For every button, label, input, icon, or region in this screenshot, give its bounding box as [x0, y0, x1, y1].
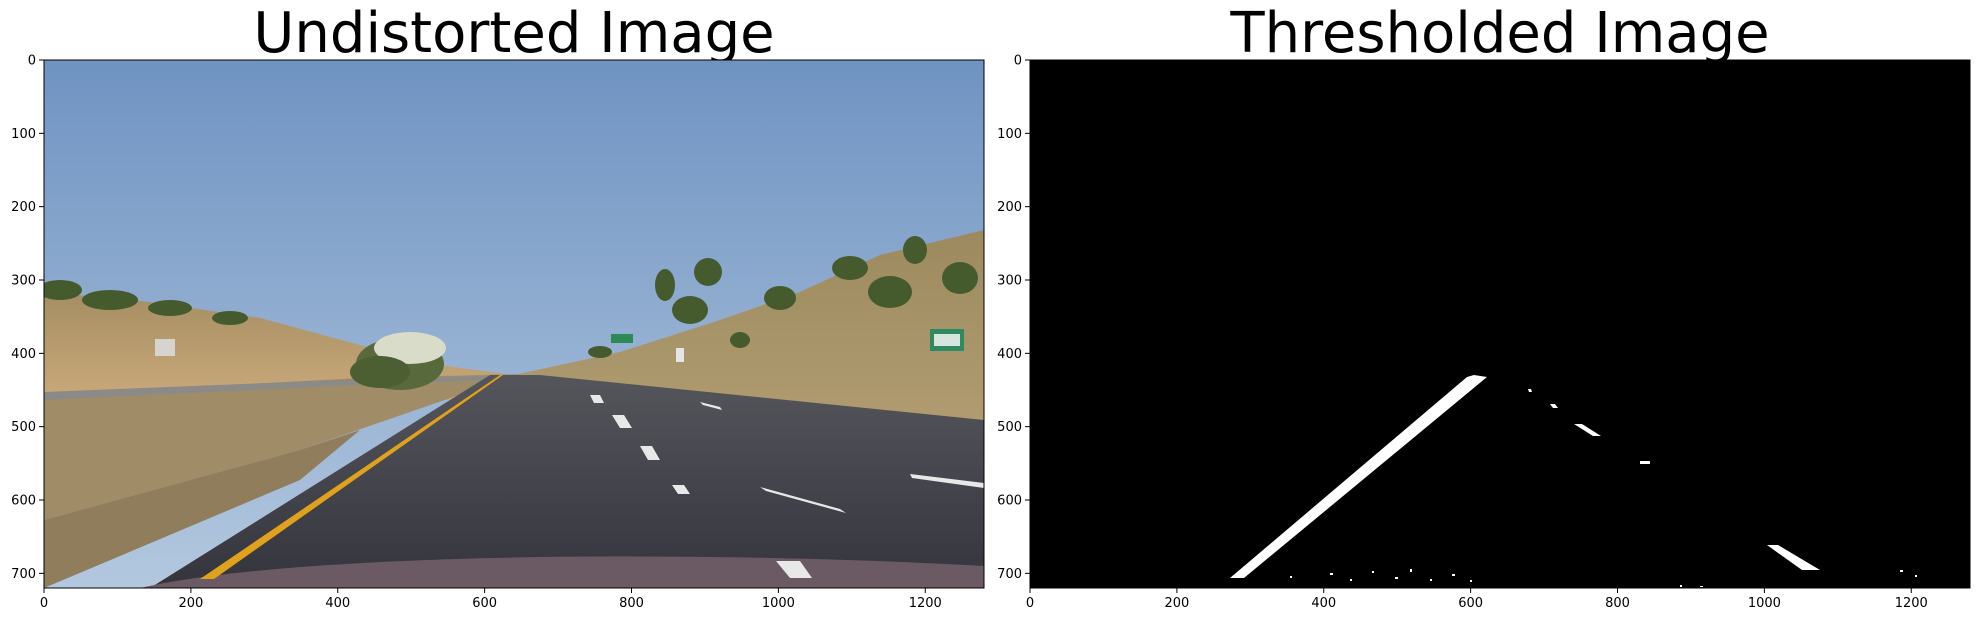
- road-sign-green: [611, 334, 633, 343]
- y-tick-label: 700: [11, 567, 36, 582]
- thresholded-image-title: Thresholded Image: [1229, 1, 1769, 66]
- x-tick-label: 200: [178, 596, 203, 611]
- y-axis-undistorted: 0 100 200 300 400 500 600 700: [11, 54, 44, 582]
- y-tick-label: 100: [997, 127, 1022, 142]
- undistorted-road-photo: [44, 60, 984, 588]
- y-tick-label: 300: [997, 274, 1022, 289]
- x-tick-label: 400: [325, 596, 350, 611]
- y-tick-label: 100: [11, 127, 36, 142]
- x-tick-label: 600: [472, 596, 497, 611]
- x-tick-label: 1200: [909, 596, 942, 611]
- x-tick-label: 400: [1311, 596, 1336, 611]
- y-tick-label: 200: [11, 200, 36, 215]
- left-lane-mask: [1230, 375, 1487, 578]
- y-tick-label: 200: [997, 200, 1022, 215]
- thresholded-binary-mask: [1030, 60, 1970, 588]
- y-tick-label: 700: [997, 567, 1022, 582]
- x-tick-label: 0: [40, 596, 48, 611]
- y-tick-label: 500: [997, 420, 1022, 435]
- y-tick-label: 600: [11, 494, 36, 509]
- y-tick-label: 500: [11, 420, 36, 435]
- y-tick-label: 400: [997, 347, 1022, 362]
- x-tick-label: 0: [1026, 596, 1034, 611]
- x-tick-label: 800: [619, 596, 644, 611]
- road-sign-left: [155, 339, 175, 356]
- x-tick-label: 600: [1458, 596, 1483, 611]
- y-tick-label: 0: [28, 54, 36, 69]
- x-tick-label: 1000: [762, 596, 795, 611]
- thresholded-image-axes: Thresholded Image: [997, 1, 1971, 611]
- undistorted-image-title: Undistorted Image: [253, 1, 774, 66]
- x-axis-undistorted: 0 200 400 600 800 1000 1200: [40, 588, 942, 611]
- y-tick-label: 0: [1014, 54, 1022, 69]
- undistorted-image-axes: Undistorted Image: [11, 1, 985, 611]
- x-tick-label: 800: [1605, 596, 1630, 611]
- x-tick-label: 200: [1164, 596, 1189, 611]
- y-tick-label: 300: [11, 274, 36, 289]
- x-tick-label: 1200: [1895, 596, 1928, 611]
- x-axis-thresholded: 0 200 400 600 800 1000 1200: [1026, 588, 1928, 611]
- y-tick-label: 600: [997, 494, 1022, 509]
- x-tick-label: 1000: [1748, 596, 1781, 611]
- right-lane-mask: [1528, 389, 1820, 570]
- yellow-lane-line: [200, 375, 503, 579]
- y-tick-label: 400: [11, 347, 36, 362]
- y-axis-thresholded: 0 100 200 300 400 500 600 700: [997, 54, 1030, 582]
